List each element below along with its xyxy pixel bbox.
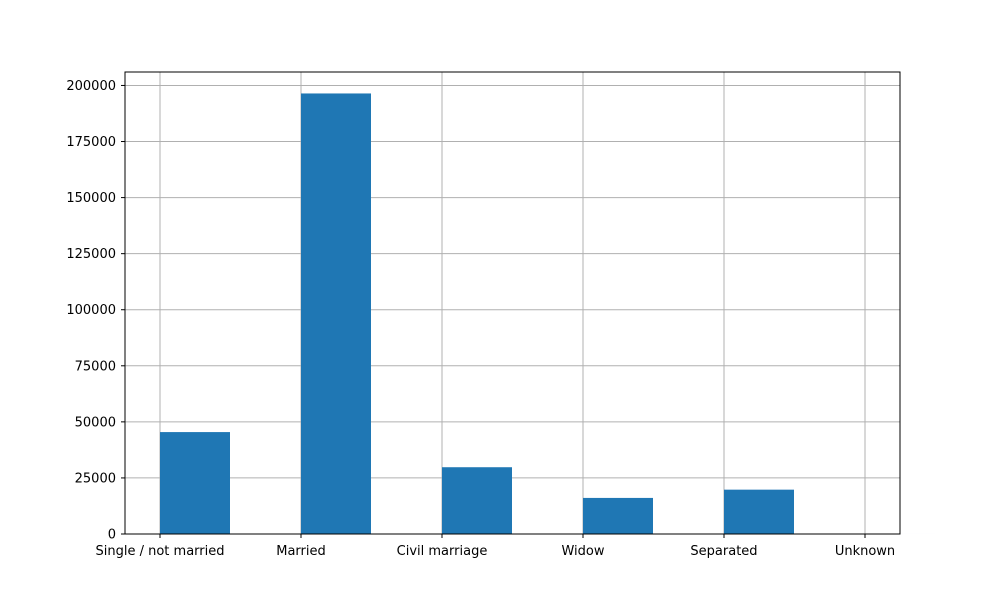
bars [160, 93, 935, 535]
y-tick-label: 0 [108, 528, 116, 543]
y-tick-label: 125000 [66, 247, 116, 262]
x-tick-labels: Single / not married Married Civil marriag… [96, 544, 896, 559]
y-tick-label: 75000 [75, 359, 116, 374]
y-tick-label: 50000 [75, 415, 116, 430]
y-tick-label: 100000 [66, 303, 116, 318]
y-tick-labels: 0 25000 50000 75000 100000 125000 150000 175000… [66, 79, 116, 543]
bar-civil-marriage [442, 467, 512, 534]
x-tick-label: Civil marriage [397, 544, 488, 559]
y-tick-label: 200000 [66, 79, 116, 94]
x-tick-label: Single / not married [96, 544, 225, 559]
bar-separated [724, 489, 794, 534]
y-tick-label: 150000 [66, 191, 116, 206]
bar-widow [583, 497, 653, 534]
y-tick-label: 175000 [66, 135, 116, 150]
bar-single-not-married [160, 432, 230, 534]
x-tick-label: Married [276, 544, 326, 559]
axis-ticks [121, 84, 866, 538]
x-tick-label: Unknown [835, 544, 895, 559]
grid-lines [125, 72, 900, 535]
x-tick-label: Separated [690, 544, 757, 559]
plot-area-frame [124, 71, 901, 535]
bar-married [301, 93, 371, 535]
x-tick-label: Widow [561, 544, 604, 559]
y-tick-label: 25000 [75, 471, 116, 486]
